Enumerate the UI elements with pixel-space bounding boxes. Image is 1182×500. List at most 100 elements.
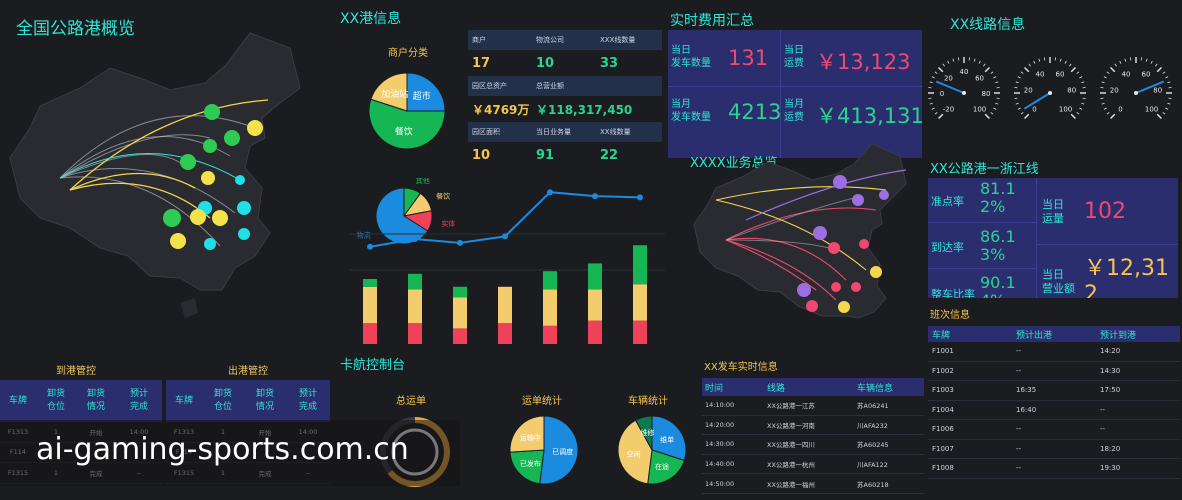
line-info-title: XX线路信息	[950, 17, 1026, 33]
grid-value: 10	[536, 55, 555, 71]
table-row: F1007 -- 18:20	[928, 440, 1180, 459]
table-row: 14:20:00 XX公路港一河南 川AFA232	[702, 416, 924, 436]
line-point	[637, 194, 643, 201]
table-cell: 川AFA122	[857, 461, 888, 470]
pie-label: 加油站	[381, 88, 408, 100]
col-header: 卸货情况	[255, 389, 274, 412]
rate-label: 整车比率	[931, 288, 975, 298]
gauge-tick-label: 40	[1122, 70, 1131, 78]
bar-segment	[453, 286, 467, 298]
pie-slice	[651, 415, 687, 462]
line-point	[547, 189, 553, 196]
gauge-tick-label: 20	[1110, 87, 1119, 95]
volume-value: 102	[1084, 199, 1126, 224]
realtime-title: XX发车实时信息	[704, 362, 778, 373]
col-header: 线路	[767, 383, 786, 394]
bar-segment	[363, 286, 377, 324]
table-cell: 14:30	[1100, 366, 1121, 375]
business-title: XXXX业务总览	[690, 156, 778, 171]
line-point	[502, 233, 508, 240]
col-header: 卸货仓位	[46, 389, 65, 412]
pie-label: 已调度	[552, 447, 573, 456]
grid-label: 总营业额	[536, 82, 564, 90]
grid-value: 33	[600, 55, 619, 71]
pie-label: 超市	[413, 90, 431, 102]
business-map	[693, 143, 907, 319]
grid-header-row: 商户 物流公司 XXX线数量	[468, 30, 662, 50]
business-combo-chart	[350, 189, 665, 344]
pie-slice	[509, 415, 545, 453]
pie-label: 餐饮	[436, 192, 450, 201]
merchant-chart-title: 商户分类	[388, 48, 428, 59]
pie-label: 物流	[357, 230, 371, 239]
gauge-tick-label: 60	[975, 74, 984, 82]
gauge-tick-label: 100	[973, 106, 986, 114]
grid-value: ￥4769万	[472, 102, 530, 117]
gauge-tick-label: 60	[1056, 70, 1065, 78]
pie-label: 维修	[640, 428, 654, 437]
grid-value-row: ￥4769万 ￥118,317,450	[468, 96, 662, 122]
rate-label: 准点率	[931, 195, 964, 208]
table-cell: 苏A60245	[857, 441, 889, 450]
table-cell: F1003	[932, 386, 954, 395]
pie-slice	[539, 415, 579, 485]
table-cell: 19:30	[1100, 464, 1121, 473]
bar-segment	[363, 279, 377, 287]
gauge-needle	[935, 80, 965, 94]
port-info-title: XX港信息	[340, 11, 402, 27]
overview-map	[9, 32, 301, 318]
gauge-tick-label: 100	[1145, 106, 1158, 114]
schedule-table: 车牌 预计出港 预计到港 F1001 -- 14:20 F1002 -- 14:30 F10…	[928, 326, 1180, 479]
col-header: 预计完成	[129, 389, 148, 412]
pie-slice	[370, 72, 408, 112]
realtime-table: 时间 线路 车辆信息 14:10:00 XX公路港一江苏 苏A06241 14:20:…	[702, 378, 924, 494]
grid-value-row: 10 91 22	[468, 142, 662, 168]
pie-label: 运输中	[520, 433, 541, 442]
bar-segment	[543, 271, 557, 290]
table-cell: 苏A06241	[857, 402, 889, 411]
watermark-text: ai-gaming-sports.com.cn	[36, 432, 409, 467]
table-cell: 14:50:00	[705, 479, 735, 488]
grid-label: 园区总资产	[472, 82, 507, 90]
pie-slice	[617, 419, 653, 485]
table-row: F1004 16:40 --	[928, 401, 1180, 420]
revenue-value: ￥12,312	[1084, 256, 1169, 298]
pie-slice	[368, 98, 446, 150]
gauge-tick-label: -20	[943, 106, 954, 114]
gauge-tick-label: 0	[1118, 106, 1122, 114]
port-info-grid: 商户 物流公司 XXX线数量 17 10 33 园区总资产 总营业额 ￥4769…	[468, 30, 662, 168]
rate-value: 90.14%	[980, 273, 1016, 299]
table-cell: 17:50	[1100, 386, 1121, 395]
table-cell: --	[1016, 464, 1022, 473]
gauge-tick-label: 80	[1153, 87, 1162, 95]
pie-slice	[634, 415, 653, 451]
route-title: XX公路港一浙江线	[930, 162, 1039, 177]
table-row: F1001 -- 14:20	[928, 342, 1180, 362]
bar-segment	[408, 323, 422, 344]
table-cell: F1001	[932, 347, 954, 356]
table-cell: XX公路港一福州	[767, 480, 815, 489]
grid-value: 91	[536, 147, 555, 163]
table-cell: 14:20:00	[705, 420, 735, 429]
gauge-tick-label: 40	[1036, 70, 1045, 78]
pie-label: 在途	[655, 462, 669, 471]
line-point	[592, 193, 598, 200]
revenue-label: 当日 营业额	[1042, 268, 1075, 295]
rate-value: 81.12%	[980, 179, 1016, 216]
gauge-needle	[1135, 80, 1165, 94]
table-cell: 16:35	[1016, 386, 1037, 395]
bar-segment	[543, 325, 557, 344]
bar-segment	[588, 320, 602, 344]
table-cell: 14:30:00	[705, 440, 735, 449]
table-row: 14:30:00 XX公路港一四川 苏A60245	[702, 435, 924, 455]
table-cell: F1006	[932, 425, 954, 434]
watermark-banner: ai-gaming-sports.com.cn	[0, 420, 460, 486]
grid-value: 22	[600, 147, 619, 163]
bar-segment	[408, 273, 422, 290]
table-cell: 18:20	[1100, 444, 1121, 453]
cost-summary-panel: 当日 发车数量 131 当日 运费 ￥13,123 当月 发车数量 4213 当月 运费…	[668, 30, 924, 158]
table-row: F1003 16:35 17:50	[928, 381, 1180, 401]
table-cell: F1004	[932, 405, 954, 414]
pie-label: 其他	[416, 178, 430, 185]
